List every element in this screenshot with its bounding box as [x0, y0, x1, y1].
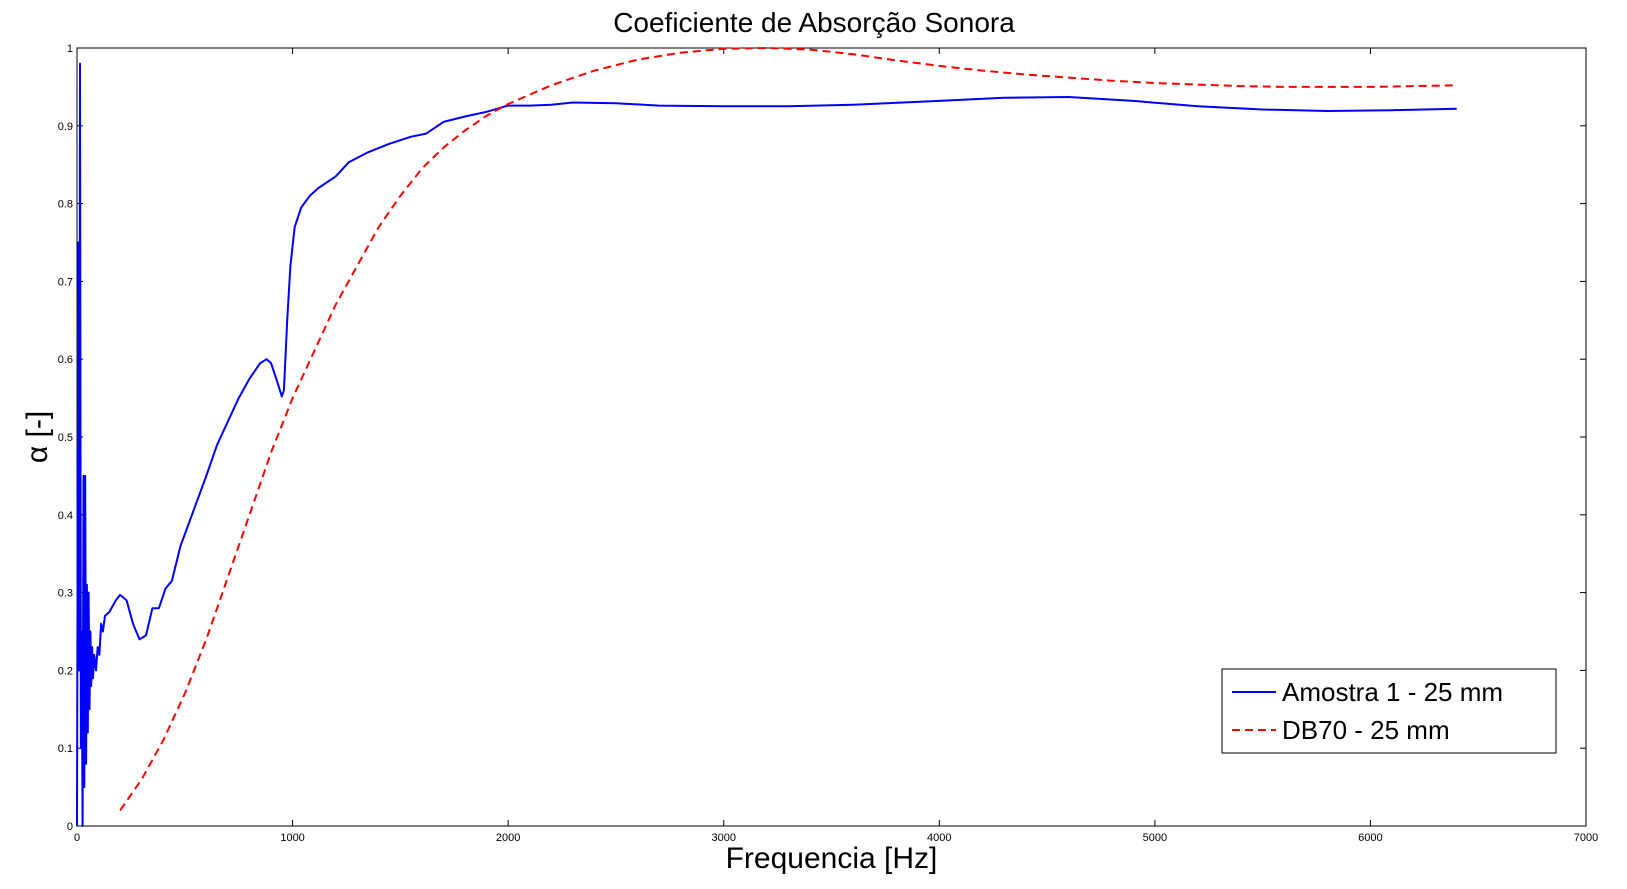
y-tick-label: 0.1	[58, 743, 73, 755]
y-tick-label: 0.6	[58, 354, 73, 366]
y-tick-label: 0.4	[58, 510, 73, 522]
legend: Amostra 1 - 25 mm DB70 - 25 mm	[1221, 668, 1557, 754]
x-tick-label: 5000	[1143, 832, 1167, 844]
x-tick-label: 1000	[280, 832, 304, 844]
y-tick-label: 0.3	[58, 588, 73, 600]
legend-box	[1221, 668, 1557, 754]
y-tick-label: 0.8	[58, 199, 73, 211]
y-tick-label: 0.5	[58, 432, 73, 444]
y-tick-label: 0.2	[58, 665, 73, 677]
series-layer	[76, 47, 1457, 827]
series-line-0	[76, 62, 1457, 827]
x-tick-label: 7000	[1574, 832, 1598, 844]
x-tick-label: 2000	[496, 832, 520, 844]
y-axis-label: α [-]	[21, 411, 54, 463]
series-line-1	[119, 47, 1457, 811]
x-axis-label: Frequencia [Hz]	[726, 842, 938, 875]
x-tick-label: 3000	[711, 832, 735, 844]
legend-label-db70: DB70 - 25 mm	[1282, 715, 1450, 745]
y-tick-label: 0	[67, 821, 73, 833]
legend-label-amostra: Amostra 1 - 25 mm	[1282, 677, 1503, 707]
x-axis-ticks: 0 1000 2000 3000 4000 5000 6000 7000	[74, 48, 1598, 844]
y-tick-label: 0.9	[58, 121, 73, 133]
y-tick-label: 1	[67, 43, 73, 55]
y-tick-label: 0.7	[58, 276, 73, 288]
x-tick-label: 0	[74, 832, 80, 844]
x-tick-label: 4000	[927, 832, 951, 844]
chart-title: Coeficiente de Absorção Sonora	[613, 7, 1015, 38]
x-tick-label: 6000	[1358, 832, 1382, 844]
